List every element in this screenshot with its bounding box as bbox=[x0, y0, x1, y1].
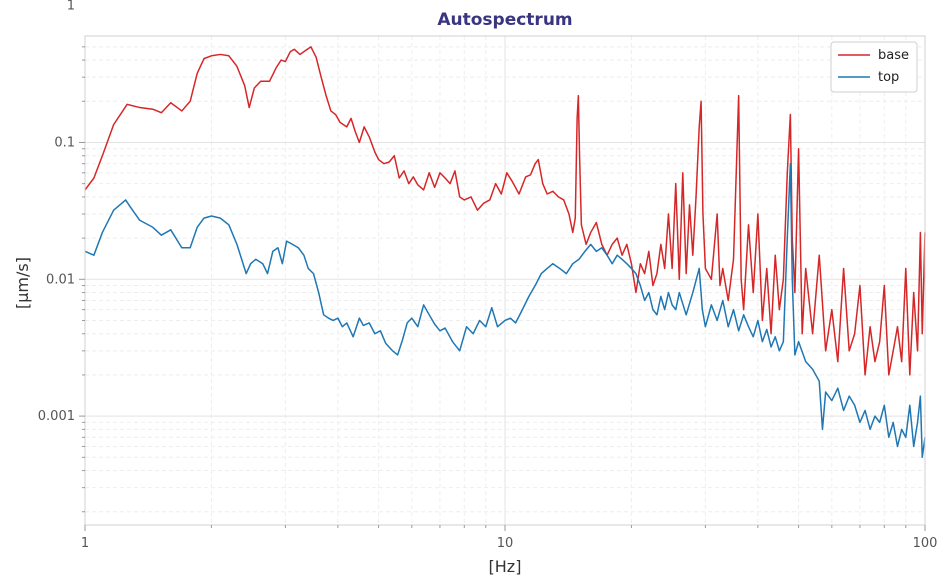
legend-label-top: top bbox=[878, 70, 899, 85]
y-tick-label: 0.01 bbox=[46, 272, 75, 287]
x-tick-label: 10 bbox=[497, 536, 514, 551]
y-tick-label: 1 bbox=[67, 0, 75, 14]
x-tick-label: 1 bbox=[81, 536, 89, 551]
grid-layer bbox=[84, 36, 925, 525]
tick-layer: 1 10 100 0.001 0.01 0.1 1 bbox=[38, 0, 938, 551]
series-line-top bbox=[84, 162, 926, 459]
y-tick-label: 0.1 bbox=[54, 135, 75, 150]
legend: base top bbox=[830, 41, 918, 93]
chart-title: Autospectrum bbox=[437, 10, 572, 30]
y-axis-label: [µm/s] bbox=[13, 257, 32, 309]
series-line-base bbox=[84, 46, 926, 376]
series-layer bbox=[84, 46, 926, 459]
legend-label-base: base bbox=[878, 48, 909, 63]
x-tick-label: 100 bbox=[913, 536, 938, 551]
y-tick-label: 0.001 bbox=[38, 409, 75, 424]
x-axis-label: [Hz] bbox=[489, 557, 522, 576]
